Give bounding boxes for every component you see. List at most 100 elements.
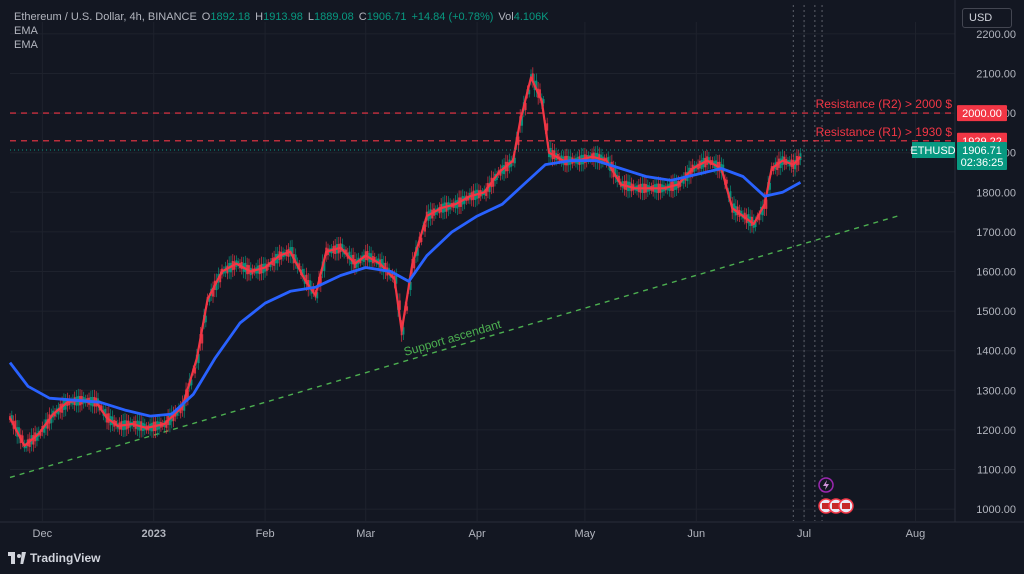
candle-body [506,162,509,172]
resistance-label: Resistance (R2) > 2000 $ [816,97,953,111]
candle-body [46,419,49,429]
candle-body [348,251,351,260]
footer-bar [0,543,1024,574]
candle-body [416,247,419,256]
symbol-title[interactable]: Ethereum / U.S. Dollar, 4h, BINANCE [14,11,197,23]
candle-body [510,160,513,167]
y-tick-label: 1400.00 [976,346,1016,358]
close-label: C [358,11,367,23]
candle-body [28,438,31,447]
candle-body [61,403,64,413]
candle-body [521,116,524,126]
candle-body [535,80,538,91]
candle-body [301,268,304,277]
candle-body [323,261,326,271]
volume-value: 4.106K [513,11,549,23]
candles [9,67,802,454]
candle-body [352,254,355,265]
candle-body [729,191,732,199]
candle-body [406,306,409,311]
candle-body [14,420,17,430]
candle-body [10,415,13,421]
candle-body [104,408,107,417]
y-tick-label: 1300.00 [976,385,1016,397]
x-tick-label: Mar [356,528,375,540]
x-tick-label: Aug [906,528,926,540]
candle-body [43,425,46,433]
candle-body [165,420,168,428]
x-tick-label: Dec [33,528,53,540]
support-label: Support ascendant [402,317,503,359]
candle-body [273,257,276,266]
candle-body [194,367,197,374]
candle-body [208,296,211,302]
x-tick-label: Jun [687,528,705,540]
candle-body [21,435,24,443]
x-tick-label: May [575,528,596,540]
last-price-badge [957,142,1007,171]
candle-body [618,175,621,181]
candle-body [546,123,549,131]
candle-body [488,182,491,193]
currency-selector[interactable]: USD [962,8,1012,28]
candle-body [100,405,103,410]
candle-body [797,156,800,165]
candle-body [395,275,398,284]
tradingview-logo[interactable]: TradingView [8,551,100,565]
y-tick-label: 2200.00 [976,29,1016,41]
flag-glyph [842,503,850,509]
candle-body [725,179,728,184]
candle-body [172,412,175,421]
ema-fast-line [9,76,802,447]
candle-body [39,431,42,436]
candle-body [485,188,488,196]
y-tick-label: 1500.00 [976,306,1016,318]
x-tick-label: Apr [469,528,486,540]
candle-body [201,334,204,344]
candle-body [50,414,53,424]
candle-body [269,261,272,268]
candle-body [35,433,38,441]
candle-body [513,157,516,164]
tradingview-logo-icon [8,552,26,564]
candle-body [398,300,401,310]
ema-fast-label[interactable]: EMA [14,25,38,37]
candle-body [186,389,189,399]
candle-body [17,427,20,437]
candle-body [542,99,545,104]
candle-body [776,161,779,171]
candle-body [212,288,215,297]
open-value: 1892.18 [210,11,251,23]
y-tick-label: 1600.00 [976,267,1016,279]
candle-body [64,400,67,410]
candle-body [380,259,383,269]
high-value: 1913.98 [263,11,303,23]
candle-body [316,292,319,299]
candle-body [679,181,682,187]
candle-body [183,401,186,411]
support-line [9,215,898,479]
low-value: 1889.08 [313,11,354,23]
candle-body [531,73,534,82]
last-price-value: 1906.71 [962,145,1002,157]
x-tick-label: Feb [256,528,275,540]
ema-slow-line [8,159,802,418]
candle-body [614,168,617,177]
candle-body [499,169,502,176]
ema-slow-label[interactable]: EMA [14,39,38,51]
resistance-price-tag [957,105,1007,122]
high-label: H [255,11,264,23]
candle-body [197,354,200,364]
resistance-price-text: 2000.00 [962,108,1002,120]
candle-body [309,280,312,290]
y-tick-label: 1200.00 [976,425,1016,437]
candle-body [179,406,182,414]
candle-body [312,287,315,293]
y-tick-label: 1800.00 [976,187,1016,199]
candle-body [772,166,775,171]
symbol-tag [912,142,955,159]
candle-body [424,224,427,232]
candle-body [168,415,171,426]
candle-body [215,280,218,291]
